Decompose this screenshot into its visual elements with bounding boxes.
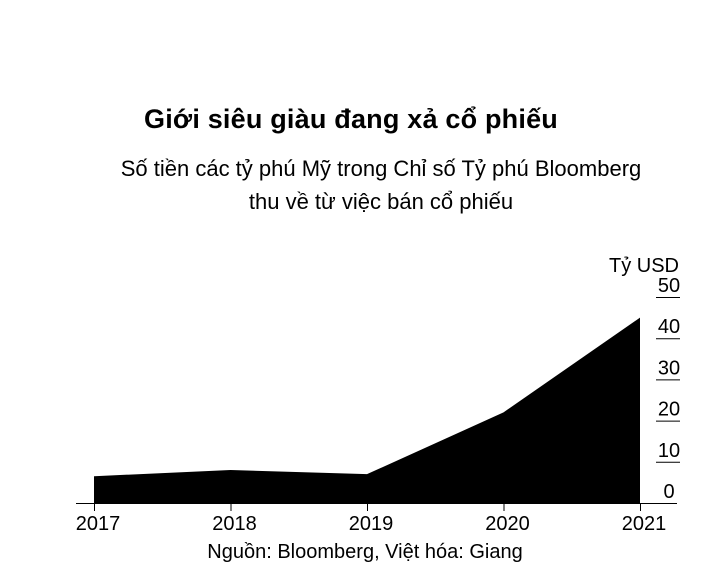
y-tick-label: 50 [658, 275, 680, 297]
x-tick-group: 2017 2018 2019 2020 2021 [76, 503, 667, 535]
y-tick-label: 0 [663, 481, 674, 503]
subtitle-line-2: thu về từ việc bán cổ phiếu [248, 189, 514, 214]
y-tick-label: 10 [658, 440, 680, 462]
subtitle-line-1: Số tiền các tỷ phú Mỹ trong Chỉ số Tỷ ph… [120, 156, 642, 181]
x-tick-label: 2021 [622, 513, 667, 535]
y-tick-label: 20 [658, 399, 680, 421]
x-tick-label: 2018 [212, 513, 257, 535]
y-tick-group: 0 10 20 30 40 50 [656, 275, 680, 503]
y-unit-label: Tỷ USD [609, 255, 679, 277]
chart-title: Giới siêu giàu đang xả cổ phiếu [144, 104, 558, 134]
x-tick-label: 2019 [349, 513, 394, 535]
source-note: Nguồn: Bloomberg, Việt hóa: Giang [207, 541, 523, 563]
y-tick-label: 30 [658, 357, 680, 379]
x-tick-label: 2020 [485, 513, 530, 535]
x-tick-label: 2017 [76, 513, 121, 535]
chart-subtitle: Số tiền các tỷ phú Mỹ trong Chỉ số Tỷ ph… [0, 152, 702, 218]
y-tick-label: 40 [658, 316, 680, 338]
area-series [94, 317, 640, 503]
